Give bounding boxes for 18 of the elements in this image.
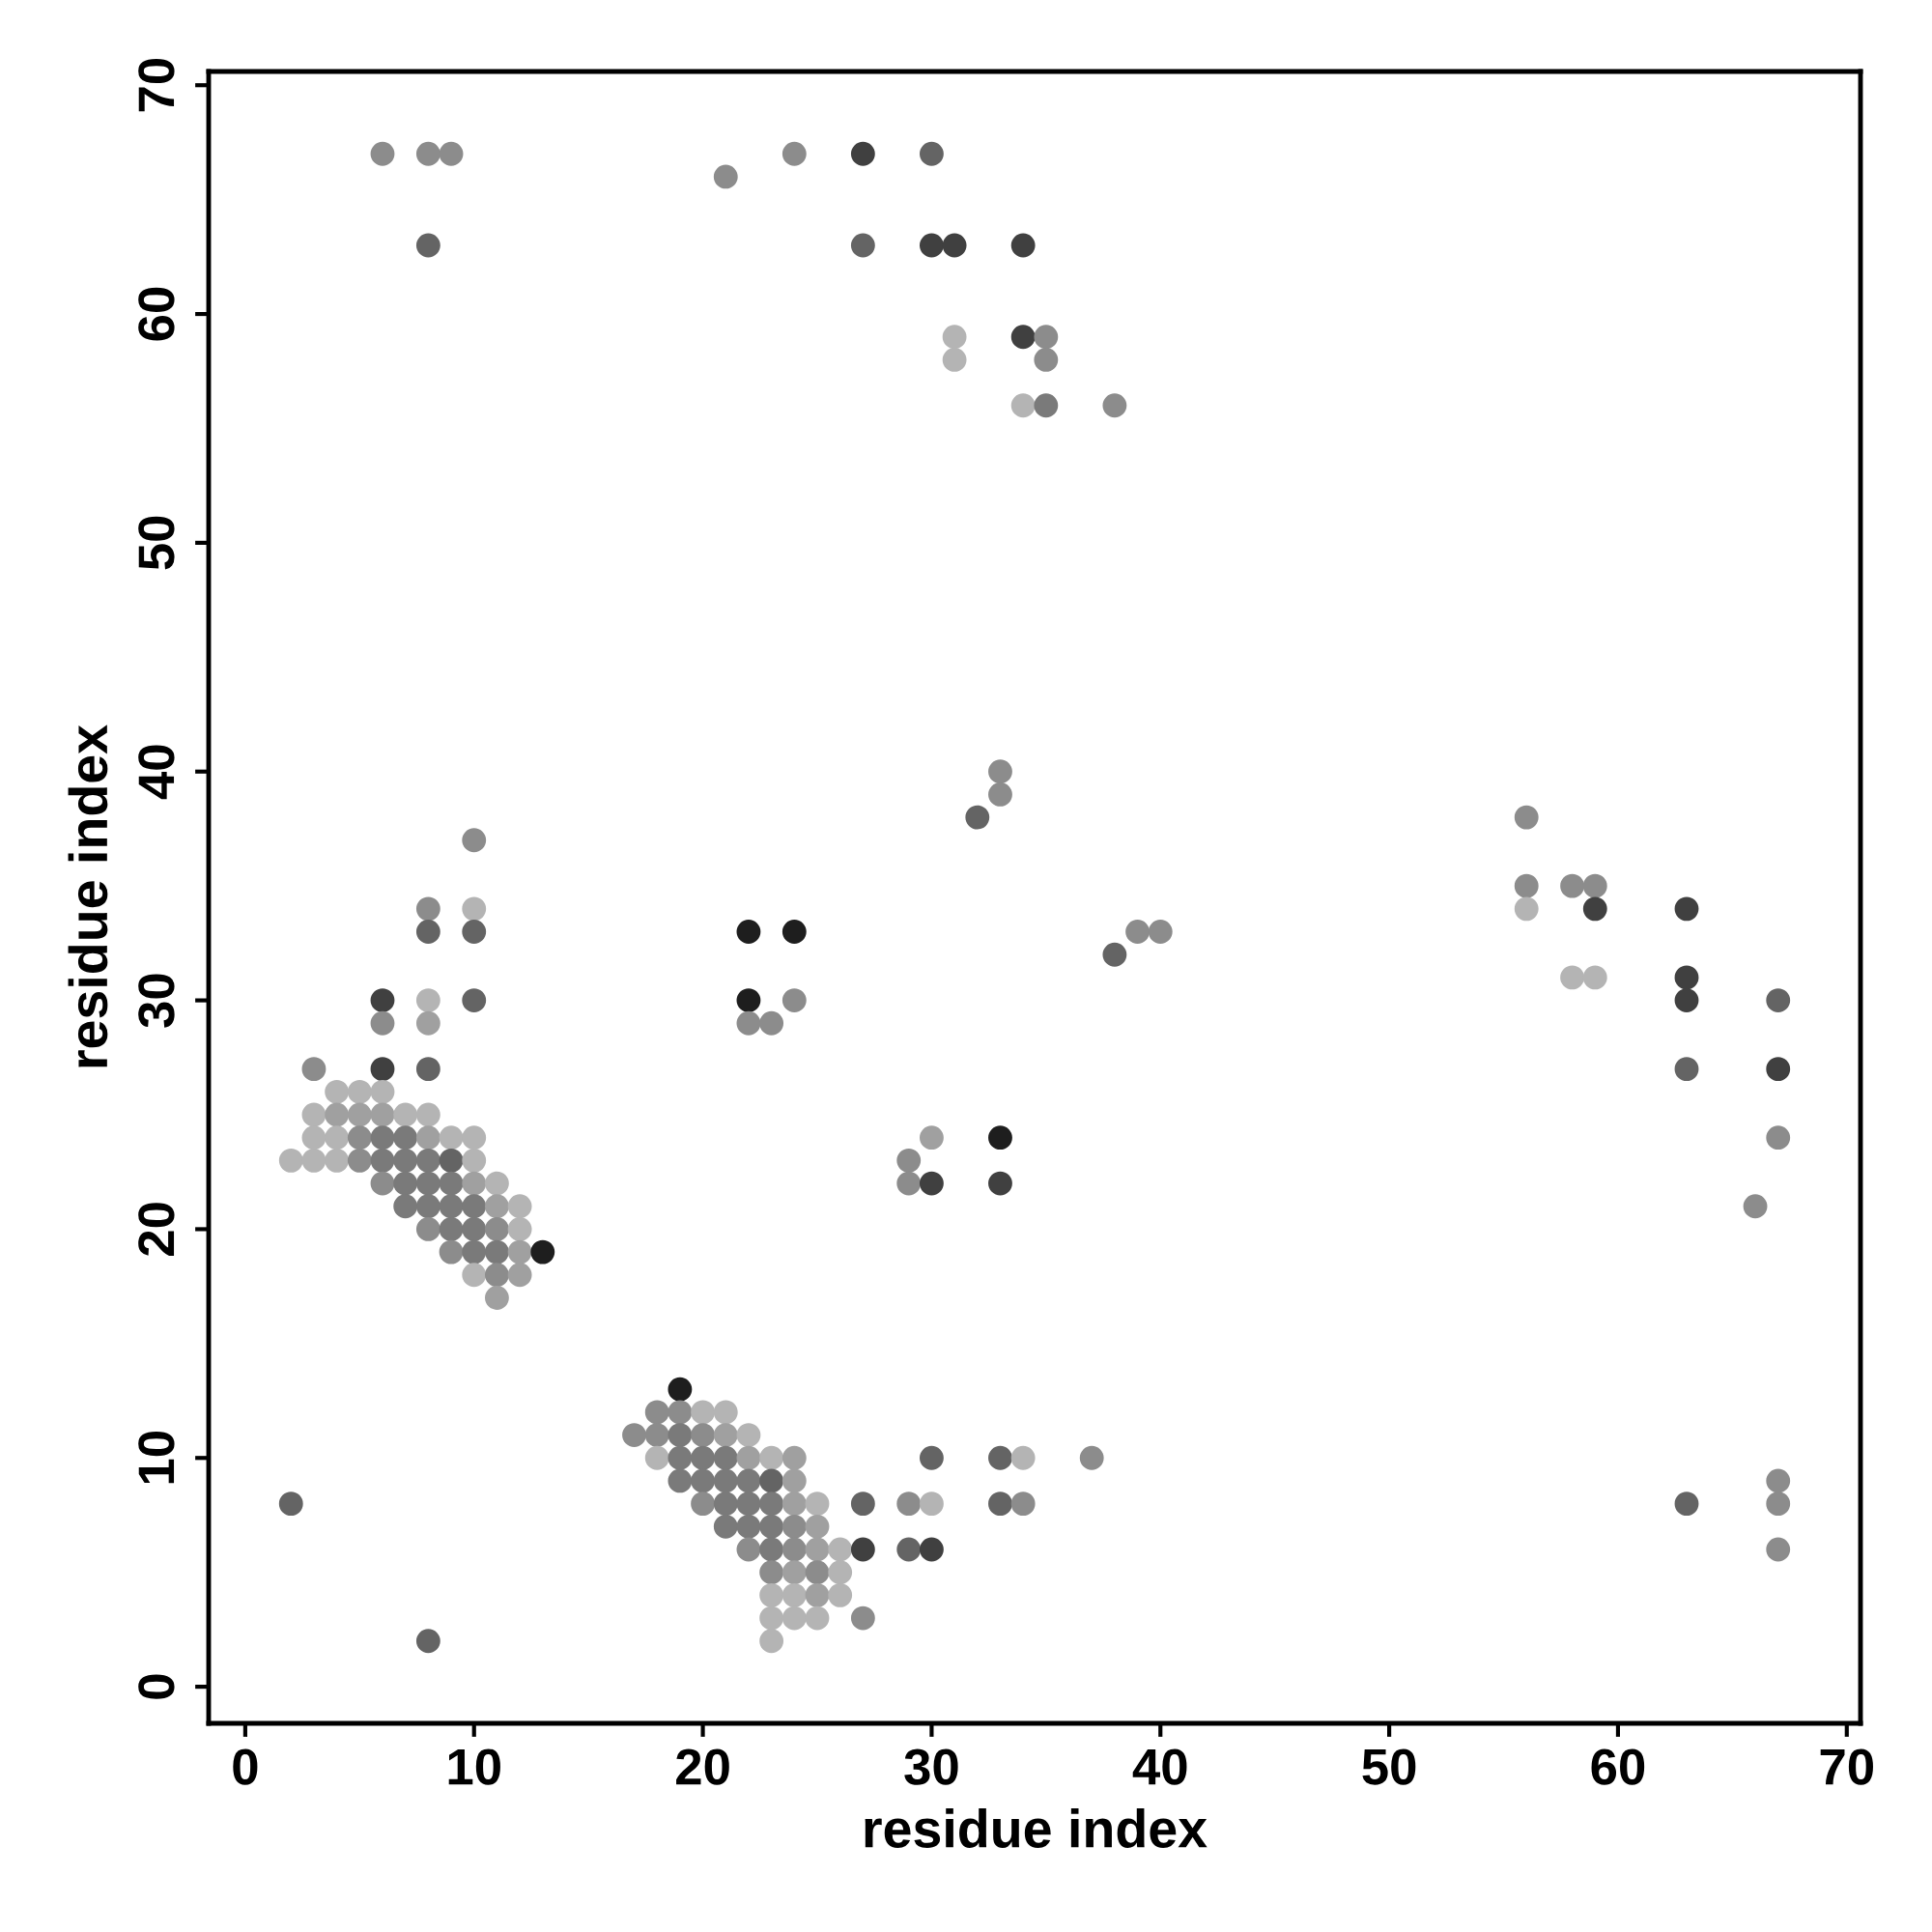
x-axis-title: residue index	[865, 1808, 1208, 1848]
x-tick-label: 20	[676, 1748, 729, 1785]
y-axis-title: residue index	[68, 724, 108, 1067]
x-tick-label: 70	[1820, 1748, 1873, 1785]
y-tick-label: 10	[138, 1432, 175, 1484]
x-tick-label: 30	[904, 1748, 958, 1785]
y-tick-label: 70	[138, 59, 175, 112]
x-tick-label: 60	[1591, 1748, 1645, 1785]
x-tick-label: 40	[1132, 1748, 1187, 1785]
x-tick-label: 50	[1362, 1748, 1416, 1785]
y-tick-label: 30	[138, 974, 175, 1028]
y-tick-label: 60	[138, 287, 175, 341]
y-tick-label: 40	[138, 745, 175, 800]
x-tick-label: 0	[233, 1748, 258, 1785]
x-tick-label: 10	[448, 1748, 500, 1785]
y-tick-label: 50	[138, 516, 175, 570]
y-tick-label: 0	[138, 1674, 175, 1699]
y-tick-label: 20	[138, 1203, 175, 1256]
